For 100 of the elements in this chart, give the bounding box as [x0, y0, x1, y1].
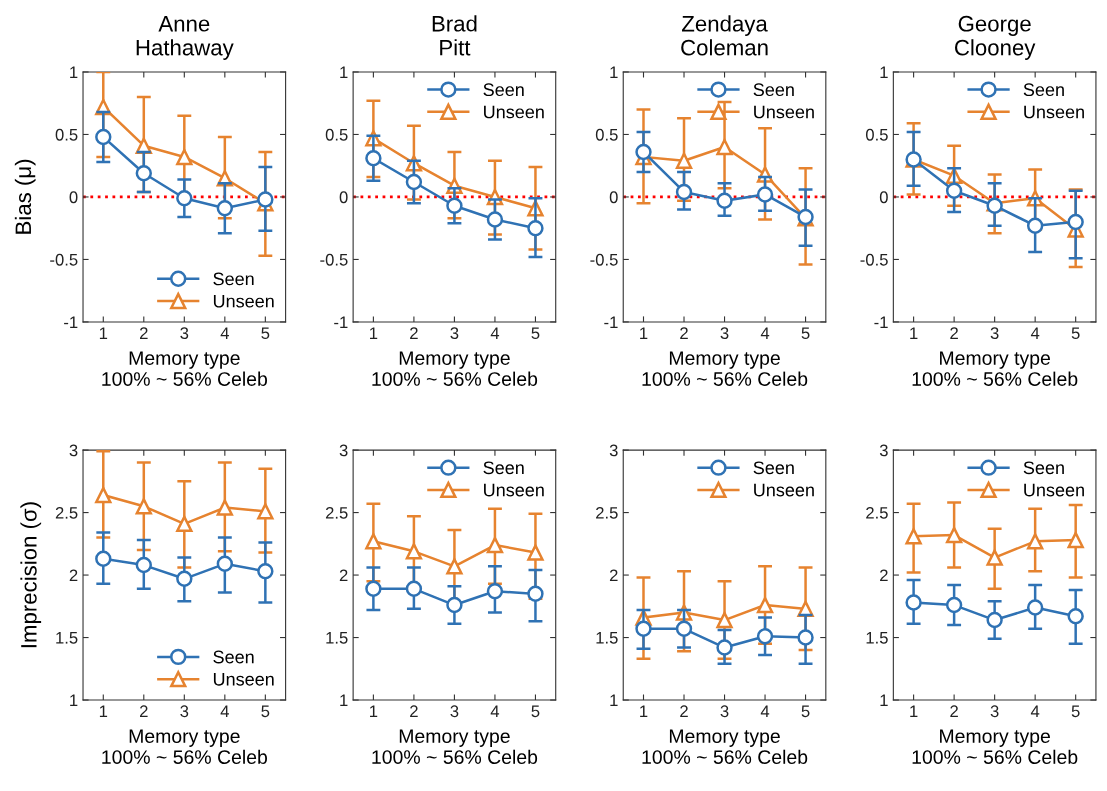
- x-tick-label: 2: [410, 705, 418, 717]
- x-tick-label: 4: [760, 705, 770, 717]
- x-tick-label: 5: [531, 705, 540, 718]
- x-tick-label: 2: [140, 705, 148, 717]
- x-axis-title: Memory type 100% ~ 56% Celeb: [102, 729, 268, 764]
- legend-label: Unseen: [754, 483, 814, 497]
- y-tick-label: 3: [609, 444, 618, 457]
- y-tick-label: 2.5: [866, 506, 888, 519]
- chart-title: George Clooney: [955, 15, 1036, 60]
- y-tick-label: 1.5: [326, 632, 348, 644]
- y-tick-label: 0.5: [865, 128, 888, 141]
- x-tick-label: 3: [450, 705, 459, 718]
- legend-label: Seen: [753, 83, 794, 97]
- y-tick-label: 2.5: [596, 506, 618, 519]
- x-tick-label: 5: [261, 705, 270, 718]
- y-tick-label: 0.5: [325, 128, 348, 141]
- x-tick-label: 2: [950, 705, 958, 717]
- legend-label: Seen: [753, 461, 794, 475]
- y-tick-label: 0: [609, 191, 618, 204]
- x-tick-label: 1: [370, 327, 378, 339]
- y-tick-label: 1: [340, 66, 348, 79]
- y-tick-label: 2: [69, 569, 78, 582]
- x-tick-label: 1: [640, 327, 648, 339]
- chart-title: Brad Pitt: [432, 15, 477, 56]
- legend-label: Unseen: [484, 483, 544, 497]
- x-axis-title: Memory type 100% ~ 56% Celeb: [102, 351, 268, 386]
- x-tick-label: 3: [720, 327, 729, 340]
- x-tick-label: 1: [99, 327, 108, 339]
- x-tick-label: 3: [180, 705, 189, 718]
- x-tick-label: 5: [801, 705, 810, 718]
- legend-label: Seen: [213, 650, 254, 664]
- x-tick-label: 5: [801, 327, 810, 340]
- chart-title: Anne Hathaway: [136, 16, 234, 60]
- chart-title: Zendaya Coleman: [681, 15, 768, 56]
- legend-label: Seen: [1023, 83, 1064, 97]
- x-tick-label: 1: [370, 705, 378, 717]
- x-tick-label: 5: [1071, 327, 1080, 340]
- x-tick-label: 2: [950, 327, 958, 339]
- x-tick-label: 3: [990, 705, 999, 718]
- x-tick-label: 4: [760, 327, 770, 339]
- y-tick-label: -0.5: [590, 253, 618, 266]
- x-tick-label: 4: [490, 327, 500, 339]
- x-tick-label: 4: [220, 327, 229, 339]
- x-tick-label: 2: [680, 705, 688, 717]
- y-tick-label: 1: [340, 694, 348, 707]
- y-tick-label: 1: [880, 66, 888, 79]
- y-tick-label: 2: [609, 569, 618, 582]
- y-tick-label: 3: [69, 444, 78, 457]
- y-axis-title: Bias (μ): [14, 159, 36, 234]
- x-tick-label: 1: [910, 705, 918, 717]
- x-tick-label: 4: [1030, 327, 1040, 339]
- legend-label: Unseen: [754, 105, 814, 119]
- legend-label: Seen: [483, 461, 524, 475]
- x-tick-label: 5: [261, 327, 270, 340]
- x-axis-title: Memory type 100% ~ 56% Celeb: [912, 351, 1078, 386]
- y-tick-label: 2: [880, 569, 888, 582]
- x-tick-label: 5: [531, 327, 540, 340]
- y-tick-label: 1: [70, 66, 78, 79]
- y-tick-label: -1: [334, 316, 348, 328]
- y-tick-label: 1.5: [866, 632, 888, 644]
- x-tick-label: 5: [1071, 705, 1080, 718]
- x-tick-label: 2: [680, 327, 688, 339]
- legend-label: Unseen: [484, 105, 544, 119]
- y-tick-label: 0: [879, 191, 888, 204]
- y-tick-label: -0.5: [860, 253, 888, 266]
- x-tick-label: 4: [1030, 705, 1040, 717]
- x-tick-label: 3: [720, 705, 729, 718]
- x-axis-title: Memory type 100% ~ 56% Celeb: [372, 729, 538, 764]
- y-tick-label: 1.5: [56, 632, 78, 644]
- x-axis-title: Memory type 100% ~ 56% Celeb: [642, 351, 808, 386]
- y-tick-label: 3: [879, 444, 888, 457]
- y-tick-label: 3: [339, 444, 348, 457]
- x-tick-label: 1: [99, 705, 108, 717]
- y-tick-label: 1: [610, 66, 618, 79]
- y-tick-label: -1: [874, 316, 888, 328]
- legend-label: Unseen: [1024, 483, 1084, 497]
- x-tick-label: 2: [140, 327, 148, 339]
- y-tick-label: 0: [69, 191, 78, 204]
- x-tick-label: 1: [640, 705, 648, 717]
- y-tick-label: 1: [70, 694, 78, 707]
- legend-label: Seen: [213, 272, 254, 286]
- x-axis-title: Memory type 100% ~ 56% Celeb: [372, 351, 538, 386]
- y-tick-label: 2.5: [55, 506, 78, 519]
- y-tick-label: -1: [604, 316, 618, 328]
- y-axis-title: Imprecision (σ): [20, 502, 42, 648]
- x-tick-label: 3: [990, 327, 999, 340]
- y-tick-label: 0: [339, 191, 348, 204]
- x-tick-label: 3: [180, 327, 189, 340]
- legend-label: Seen: [483, 83, 524, 97]
- y-tick-label: 2: [339, 569, 348, 582]
- y-tick-label: -0.5: [50, 253, 78, 266]
- x-tick-label: 4: [220, 705, 229, 717]
- y-tick-label: -1: [64, 316, 78, 328]
- y-tick-label: 0.5: [595, 128, 618, 141]
- y-tick-label: 1.5: [596, 632, 618, 644]
- x-axis-title: Memory type 100% ~ 56% Celeb: [912, 729, 1078, 764]
- y-tick-label: 1: [610, 694, 618, 707]
- x-tick-label: 3: [450, 327, 459, 340]
- y-tick-label: -0.5: [320, 253, 348, 266]
- legend-label: Unseen: [1024, 105, 1084, 119]
